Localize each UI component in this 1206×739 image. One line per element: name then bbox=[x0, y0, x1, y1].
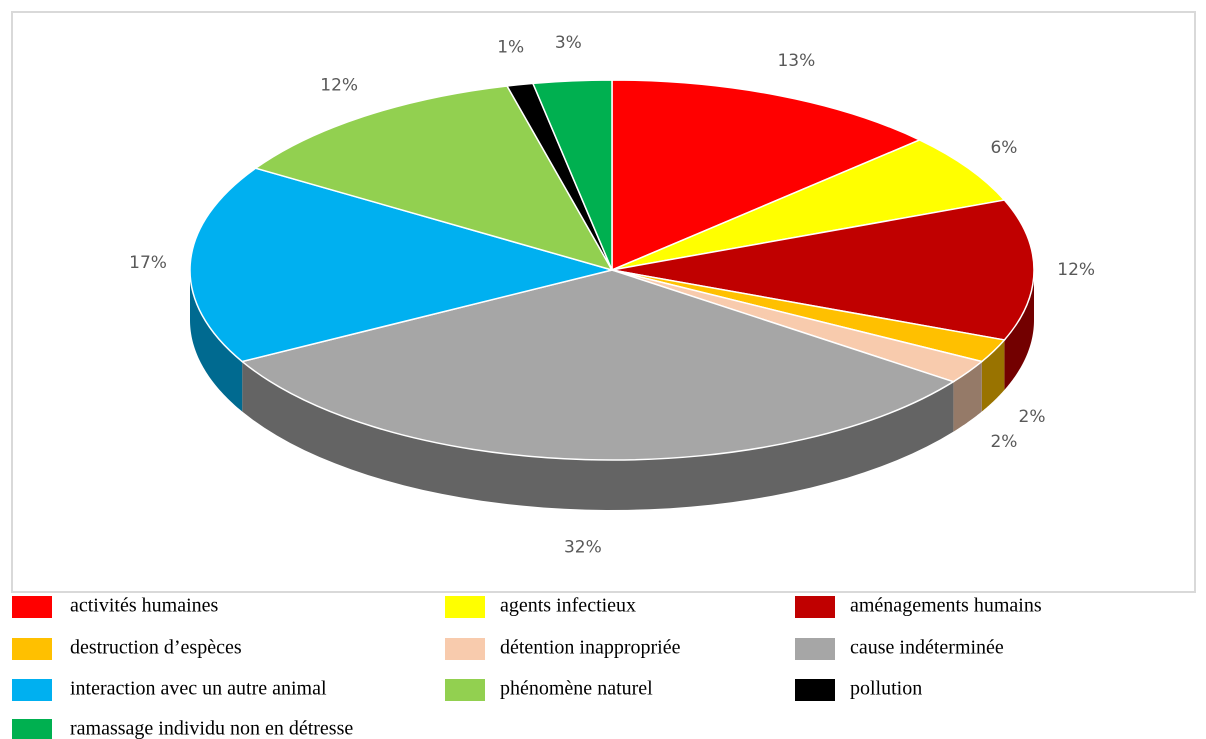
percent-label: 2% bbox=[1019, 407, 1046, 427]
legend-label: activités humaines bbox=[70, 595, 219, 617]
legend-swatch bbox=[12, 596, 52, 618]
percent-label: 3% bbox=[555, 33, 582, 53]
percent-label: 12% bbox=[320, 76, 358, 96]
legend-label: cause indéterminée bbox=[850, 637, 1004, 659]
legend-label: pollution bbox=[850, 678, 922, 700]
slice-side bbox=[242, 361, 954, 510]
slice-side bbox=[190, 270, 243, 412]
legend-swatch bbox=[445, 638, 485, 660]
legend-label: aménagements humains bbox=[850, 595, 1042, 617]
legend-swatch bbox=[795, 679, 835, 701]
legend-swatch bbox=[445, 679, 485, 701]
slice-side bbox=[953, 361, 982, 432]
legend-label: destruction d’espèces bbox=[70, 637, 242, 659]
legend-label: ramassage individu non en détresse bbox=[70, 718, 353, 739]
percent-label: 32% bbox=[564, 538, 602, 558]
legend-label: phénomène naturel bbox=[500, 678, 653, 700]
legend-swatch bbox=[12, 638, 52, 660]
slice-side bbox=[1004, 270, 1034, 390]
legend-swatch bbox=[445, 596, 485, 618]
slice bbox=[611, 139, 1006, 271]
legend-label: détention inappropriée bbox=[500, 637, 681, 659]
percent-label: 6% bbox=[990, 138, 1017, 158]
slice bbox=[531, 79, 613, 271]
slice bbox=[240, 269, 956, 461]
legend-swatch bbox=[795, 596, 835, 618]
percent-label: 12% bbox=[1057, 260, 1095, 280]
slice bbox=[189, 167, 615, 363]
legend-swatch bbox=[795, 638, 835, 660]
slice bbox=[611, 79, 922, 272]
slice bbox=[611, 199, 1035, 341]
legend-label: agents infectieux bbox=[500, 595, 636, 617]
slice bbox=[253, 85, 614, 272]
percent-label: 2% bbox=[990, 432, 1017, 452]
legend-swatch bbox=[12, 719, 52, 739]
percent-label: 13% bbox=[777, 51, 815, 71]
slice-side bbox=[981, 339, 1005, 412]
legend-swatch bbox=[12, 679, 52, 701]
legend-label: interaction avec un autre animal bbox=[70, 678, 327, 700]
percent-label: 1% bbox=[497, 37, 524, 57]
percent-label: 17% bbox=[129, 253, 167, 273]
